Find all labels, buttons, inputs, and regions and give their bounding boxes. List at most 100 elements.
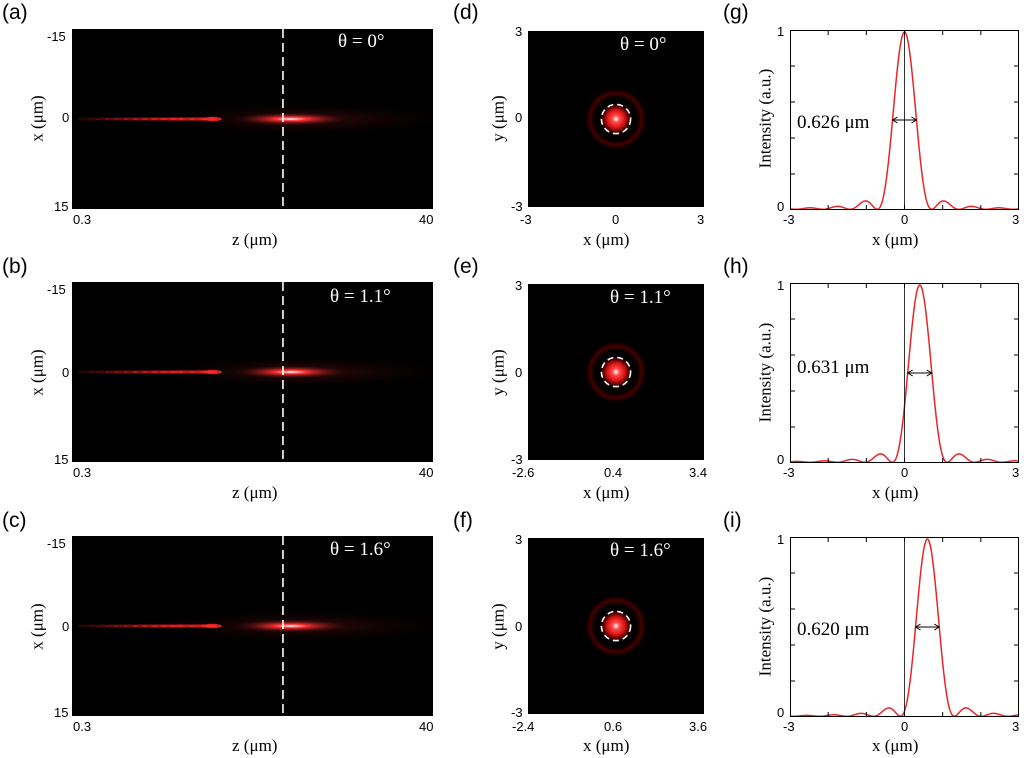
fwhm-arrowhead-right xyxy=(911,116,918,124)
pre-focus-lobe xyxy=(203,116,222,122)
xtick-h-0: -3 xyxy=(783,465,795,480)
dashed-circle xyxy=(600,103,632,135)
xlabel-h: x (μm) xyxy=(872,483,919,502)
pre-focus-lobe xyxy=(203,623,222,629)
ytick-c-top: -15 xyxy=(47,536,66,551)
fwhm-arrowhead-left xyxy=(891,116,898,124)
xtick-h-2: 3 xyxy=(1012,465,1020,480)
xtick-i-1: 0 xyxy=(901,719,909,734)
focal-spot xyxy=(599,102,633,136)
side-lobe xyxy=(96,624,108,628)
xtick-g-2: 3 xyxy=(1012,212,1020,227)
heatmap-b xyxy=(72,282,433,462)
ytick-g-bot: 0 xyxy=(777,199,785,214)
line-plot-h xyxy=(790,283,1019,463)
heatmap-e xyxy=(528,284,704,460)
angle-label-d: θ = 0° xyxy=(620,34,667,55)
side-lobe xyxy=(105,624,118,628)
ylabel-d: y (μm) xyxy=(488,95,508,142)
panel-letter-e: (e) xyxy=(453,255,479,278)
pre-focus-lobe xyxy=(203,369,222,375)
heatmap-c xyxy=(72,536,433,716)
xlabel-g: x (μm) xyxy=(872,230,919,249)
ylabel-b: x (μm) xyxy=(27,349,47,396)
panel-letter-a: (a) xyxy=(2,1,28,24)
xlabel-e: x (μm) xyxy=(583,483,630,502)
ytick-h-bot: 0 xyxy=(777,452,785,467)
side-lobe xyxy=(105,370,118,374)
ylabel-i: Intensity (a.u.) xyxy=(755,576,775,677)
ytick-i-top: 1 xyxy=(777,532,785,547)
side-lobe xyxy=(96,117,108,121)
focal-spot xyxy=(228,112,353,126)
side-lobe xyxy=(77,370,88,374)
xtick-g-0: -3 xyxy=(783,212,795,227)
xtick-b-left: 0.3 xyxy=(73,465,92,480)
ytick-a-top: -15 xyxy=(47,29,66,44)
side-lobe xyxy=(96,370,108,374)
xtick-i-0: -3 xyxy=(783,719,795,734)
angle-label-c: θ = 1.6° xyxy=(330,539,391,560)
xtick-f-0: -2.4 xyxy=(512,719,535,734)
panel-letter-b: (b) xyxy=(2,255,28,278)
ylabel-f: y (μm) xyxy=(488,603,508,650)
heatmap-f xyxy=(528,538,704,714)
panel-letter-d: (d) xyxy=(453,1,479,24)
ytick-b-bot: 15 xyxy=(54,452,69,467)
line-plot-i xyxy=(790,537,1019,717)
ytick-a-bot: 15 xyxy=(54,199,69,214)
xlabel-c: z (μm) xyxy=(232,736,278,755)
side-lobe xyxy=(77,624,88,628)
ytick-h-top: 1 xyxy=(777,278,785,293)
fwhm-arrowhead-right xyxy=(926,369,933,377)
ytick-f-mid: 0 xyxy=(515,619,523,634)
panel-letter-f: (f) xyxy=(453,509,473,532)
fwhm-arrowhead-right xyxy=(933,623,941,631)
ytick-e-bot: -3 xyxy=(511,452,523,467)
line-plot-g xyxy=(790,30,1019,210)
focal-spot xyxy=(599,355,633,389)
ylabel-c: x (μm) xyxy=(27,603,47,650)
ytick-f-bot: -3 xyxy=(511,705,523,720)
ytick-d-bot: -3 xyxy=(511,199,523,214)
pre-focus-lobe xyxy=(181,369,204,375)
ytick-b-top: -15 xyxy=(47,282,66,297)
side-lobe xyxy=(114,624,128,628)
xtick-c-right: 40 xyxy=(419,719,434,734)
xlabel-i: x (μm) xyxy=(872,736,919,755)
xtick-d-0: -3 xyxy=(520,212,532,227)
ytick-d-mid: 0 xyxy=(515,110,523,125)
side-lobe xyxy=(114,117,128,121)
fwhm-label-h: 0.631 μm xyxy=(797,357,870,378)
side-lobe xyxy=(77,117,88,121)
ytick-g-top: 1 xyxy=(777,24,785,39)
side-lobe xyxy=(87,370,98,374)
ytick-e-mid: 0 xyxy=(515,365,523,380)
ylabel-e: y (μm) xyxy=(488,349,508,396)
ytick-a-mid: 0 xyxy=(62,110,70,125)
heatmap-a xyxy=(72,29,433,209)
ylabel-g: Intensity (a.u.) xyxy=(755,68,775,169)
focal-spot xyxy=(228,619,353,633)
ylabel-a: x (μm) xyxy=(27,95,47,142)
ytick-f-top: 3 xyxy=(515,532,523,547)
xtick-b-right: 40 xyxy=(419,465,434,480)
xtick-f-2: 3.6 xyxy=(689,719,708,734)
fwhm-arrowhead-left xyxy=(906,369,913,377)
focal-spot xyxy=(228,365,353,379)
xtick-d-1: 0 xyxy=(612,212,620,227)
panel-letter-i: (i) xyxy=(723,509,742,532)
side-lobe xyxy=(87,624,98,628)
angle-label-e: θ = 1.1° xyxy=(610,287,671,308)
focal-spot xyxy=(599,609,633,643)
angle-label-a: θ = 0° xyxy=(338,31,385,52)
dashed-circle xyxy=(600,610,632,642)
angle-label-b: θ = 1.1° xyxy=(330,286,391,307)
panel-letter-c: (c) xyxy=(2,509,27,532)
xtick-e-0: -2.6 xyxy=(512,465,535,480)
ytick-d-top: 3 xyxy=(515,24,523,39)
ylabel-h: Intensity (a.u.) xyxy=(755,322,775,423)
fwhm-arrowhead-left xyxy=(914,623,921,631)
ytick-b-mid: 0 xyxy=(62,365,70,380)
panel-letter-h: (h) xyxy=(723,255,749,278)
